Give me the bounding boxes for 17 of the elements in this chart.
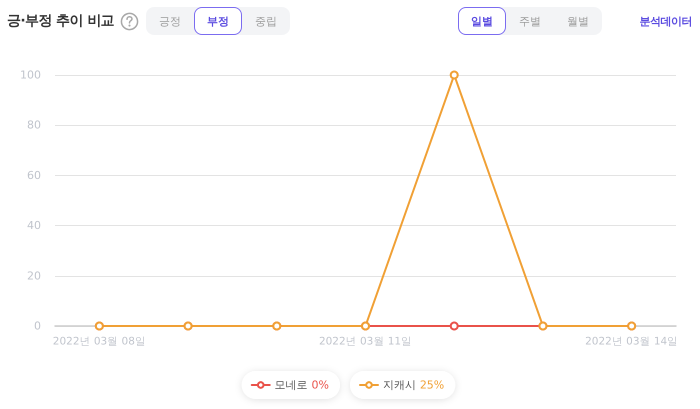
x-tick-label: 2022년 03월 08일 (52, 336, 146, 348)
y-tick-label: 0 (34, 320, 41, 332)
button: 일별 (458, 7, 506, 35)
y-tick-label: 100 (20, 68, 41, 82)
x-tick-label: 2022년 03월 14일 (585, 336, 678, 348)
y-tick-label: 60 (27, 168, 41, 182)
y-tick-label: 40 (27, 219, 41, 232)
legend-label: 지캐시 25% (383, 378, 444, 392)
legend-label: 모네로 0% (274, 378, 329, 392)
chart-title: 긍·부정 추이 비교 (7, 12, 114, 30)
segmented-control: 긍정 부정 중립 (146, 7, 290, 35)
button: 부정 (194, 7, 242, 35)
x-tick-label: 2022년 03월 11일 (318, 336, 412, 348)
y-tick-label: 20 (27, 269, 41, 282)
y-tick-label: 80 (27, 118, 41, 132)
segmented-control: 일별 주별 월별 (458, 7, 602, 35)
text: 분석데이터 (640, 14, 692, 29)
